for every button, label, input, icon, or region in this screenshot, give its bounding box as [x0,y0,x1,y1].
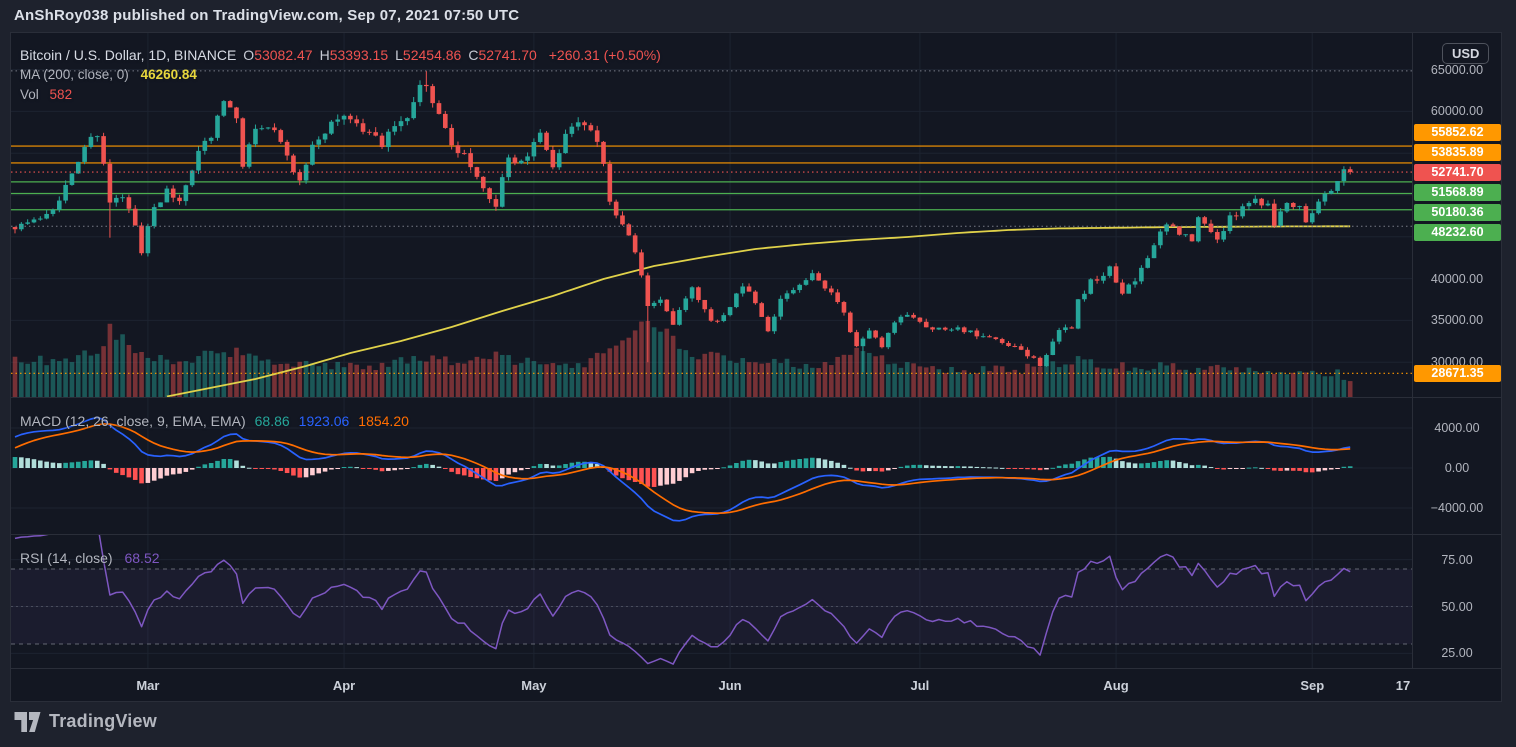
volume-histogram [12,321,1353,397]
rsi-tick-label: 25.00 [1441,646,1473,661]
macd-tick-label: −4000.00 [1430,501,1484,515]
macd-tick-label: 0.00 [1444,461,1470,475]
chart-widget: Bitcoin / U.S. Dollar, 1D, BINANCE O53082… [10,32,1502,702]
price-tick-label: 35000.00 [1430,313,1484,328]
ohlc-letter: O [243,47,255,63]
macd-label: MACD (12, 26, close, 9, EMA, EMA) [20,413,246,429]
time-axis-label: May [521,678,547,693]
price-level-badge: 53835.89 [1414,143,1501,161]
price-level-badge: 52741.70 [1414,163,1501,181]
macd-line [14,416,1351,522]
price-level-badge: 28671.35 [1414,364,1501,382]
volume-value: 582 [49,87,73,102]
volume-legend-row[interactable]: Vol 582 [20,85,661,105]
price-level-badge: 51568.89 [1414,183,1501,201]
rsi-pane [11,535,1412,665]
time-axis-label: Jun [718,678,742,693]
macd-pane [12,416,1353,522]
rsi-value: 68.52 [124,550,160,566]
footer-branding: TradingView [14,711,157,732]
price-tick-label: 65000.00 [1430,62,1484,77]
currency-toggle-button[interactable]: USD [1442,43,1490,64]
rsi-band [11,569,1412,644]
rsi-tick-label: 75.00 [1441,552,1473,567]
ma-label: MA (200, close, 0) [20,67,129,82]
ma-value: 46260.84 [140,67,197,82]
price-pane [11,70,1412,397]
ma-legend-row[interactable]: MA (200, close, 0) 46260.84 [20,65,661,85]
ohlc-value: 53082.47 [254,47,313,63]
ohlc-value: 52741.70 [478,47,537,63]
symbol-title: Bitcoin / U.S. Dollar, 1D, BINANCE [20,47,237,63]
change-value: +260.31 (+0.50%) [548,47,661,63]
tradingview-brand[interactable]: TradingView [49,711,157,731]
macd-value: 68.86 [254,413,290,429]
ohlc-value: 52454.86 [402,47,462,63]
publish-caption: AnShRoy038 published on TradingView.com,… [14,7,520,24]
ma200-line [166,225,1351,397]
rsi-line [14,535,1351,665]
tradingview-logo-icon[interactable] [14,711,41,732]
chart-canvas[interactable] [11,33,1501,701]
ohlc-letter: H [319,47,330,63]
time-axis-label: Sep [1300,678,1325,693]
symbol-legend: Bitcoin / U.S. Dollar, 1D, BINANCE O53082… [20,45,661,105]
time-axis-label: Jul [910,678,930,693]
price-level-badge: 55852.62 [1414,123,1501,141]
volume-label: Vol [20,87,39,102]
symbol-legend-row-main[interactable]: Bitcoin / U.S. Dollar, 1D, BINANCE O53082… [20,45,661,65]
ohlc-letter: L [395,47,403,63]
price-tick-label: 60000.00 [1430,104,1484,119]
time-axis-label: Mar [136,678,160,693]
ohlc-value: 53393.15 [329,47,389,63]
macd-value: 1923.06 [298,413,350,429]
rsi-legend[interactable]: RSI (14, close) 68.52 [20,548,160,568]
macd-tick-label: 4000.00 [1434,421,1480,435]
ohlc-letter: C [468,47,479,63]
time-axis-label: 17 [1395,678,1411,693]
macd-legend[interactable]: MACD (12, 26, close, 9, EMA, EMA) 68.86 19… [20,411,409,431]
time-axis-label: Apr [332,678,356,693]
price-level-badge: 50180.36 [1414,203,1501,221]
macd-signal-line [14,422,1351,515]
time-axis-label: Aug [1103,678,1129,693]
price-level-badge: 48232.60 [1414,223,1501,241]
price-tick-label: 40000.00 [1430,271,1484,286]
chart-plot-area[interactable] [11,33,1501,701]
ohlc-values: O53082.47 H53393.15 L52454.86 C52741.70 [236,47,537,63]
candles [12,70,1353,373]
macd-value: 1854.20 [358,413,409,429]
rsi-tick-label: 50.00 [1441,599,1473,614]
rsi-label: RSI (14, close) [20,550,113,566]
macd-values: 68.86 1923.06 1854.20 [246,413,409,429]
